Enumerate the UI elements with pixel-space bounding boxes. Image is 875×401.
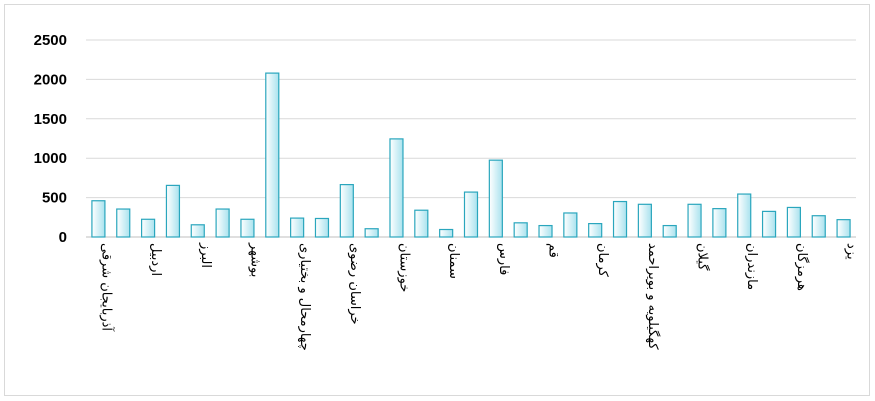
x-tick-label: بوشهر — [247, 242, 262, 277]
y-tick-label: 1500 — [34, 111, 67, 128]
y-tick-label: 0 — [59, 229, 67, 246]
bar — [314, 217, 330, 238]
x-tick-label: یزد — [844, 243, 859, 260]
y-tick-label: 1000 — [34, 150, 67, 167]
bar — [463, 191, 479, 238]
bar — [488, 159, 503, 238]
bar — [786, 206, 802, 238]
bar — [339, 184, 354, 238]
bar — [737, 193, 752, 238]
x-tick-label: گیلان — [695, 243, 711, 271]
gridlines — [86, 39, 856, 238]
x-tick-label: کهگیلویه و بویراحمد — [645, 243, 661, 350]
bar — [588, 223, 603, 238]
bars — [91, 72, 851, 238]
bar — [414, 209, 429, 238]
bar — [513, 222, 528, 238]
bar — [389, 138, 404, 238]
x-tick-label: هرمزگان — [794, 243, 810, 291]
y-axis-tick-labels: 0 500 1000 1500 2000 2500 — [34, 32, 67, 246]
x-tick-label: خوزستان — [396, 243, 411, 292]
x-tick-label: کرمان — [595, 243, 610, 278]
bar — [439, 228, 454, 238]
x-tick-label: البرز — [198, 242, 213, 268]
y-tick-label: 2000 — [34, 71, 67, 88]
bar — [364, 228, 379, 238]
x-tick-label: فارس — [496, 243, 511, 275]
x-tick-label: قم — [546, 243, 561, 258]
y-tick-label: 500 — [42, 190, 67, 207]
bar — [811, 215, 826, 238]
bar — [662, 224, 677, 238]
x-tick-label: مازندران — [744, 243, 759, 290]
x-tick-label: آذربایجان شرقی — [98, 243, 115, 332]
x-axis-tick-labels: آذربایجان شرقی اردبیل البرز بوشهر چهارمحال و… — [98, 242, 858, 351]
bar — [712, 208, 727, 238]
x-tick-label: سمنان — [446, 243, 461, 279]
bar — [141, 218, 156, 238]
x-tick-label: اردبیل — [148, 243, 163, 276]
bar — [240, 218, 255, 238]
bar — [563, 212, 578, 238]
bar — [290, 217, 305, 238]
bar — [116, 208, 131, 238]
bar — [836, 219, 851, 238]
bar — [612, 200, 628, 238]
bar — [165, 184, 181, 238]
bar — [91, 200, 106, 238]
bar — [215, 208, 230, 238]
bar — [761, 210, 777, 238]
bar — [265, 72, 280, 238]
x-tick-label: چهارمحال و بختیاری — [297, 243, 312, 351]
bar — [637, 203, 652, 238]
bar — [687, 203, 702, 238]
y-tick-label: 2500 — [34, 32, 67, 49]
bar — [190, 224, 205, 238]
bar — [538, 224, 553, 238]
chart-frame — [4, 4, 870, 396]
x-tick-label: خراسان رضوی — [347, 243, 362, 325]
